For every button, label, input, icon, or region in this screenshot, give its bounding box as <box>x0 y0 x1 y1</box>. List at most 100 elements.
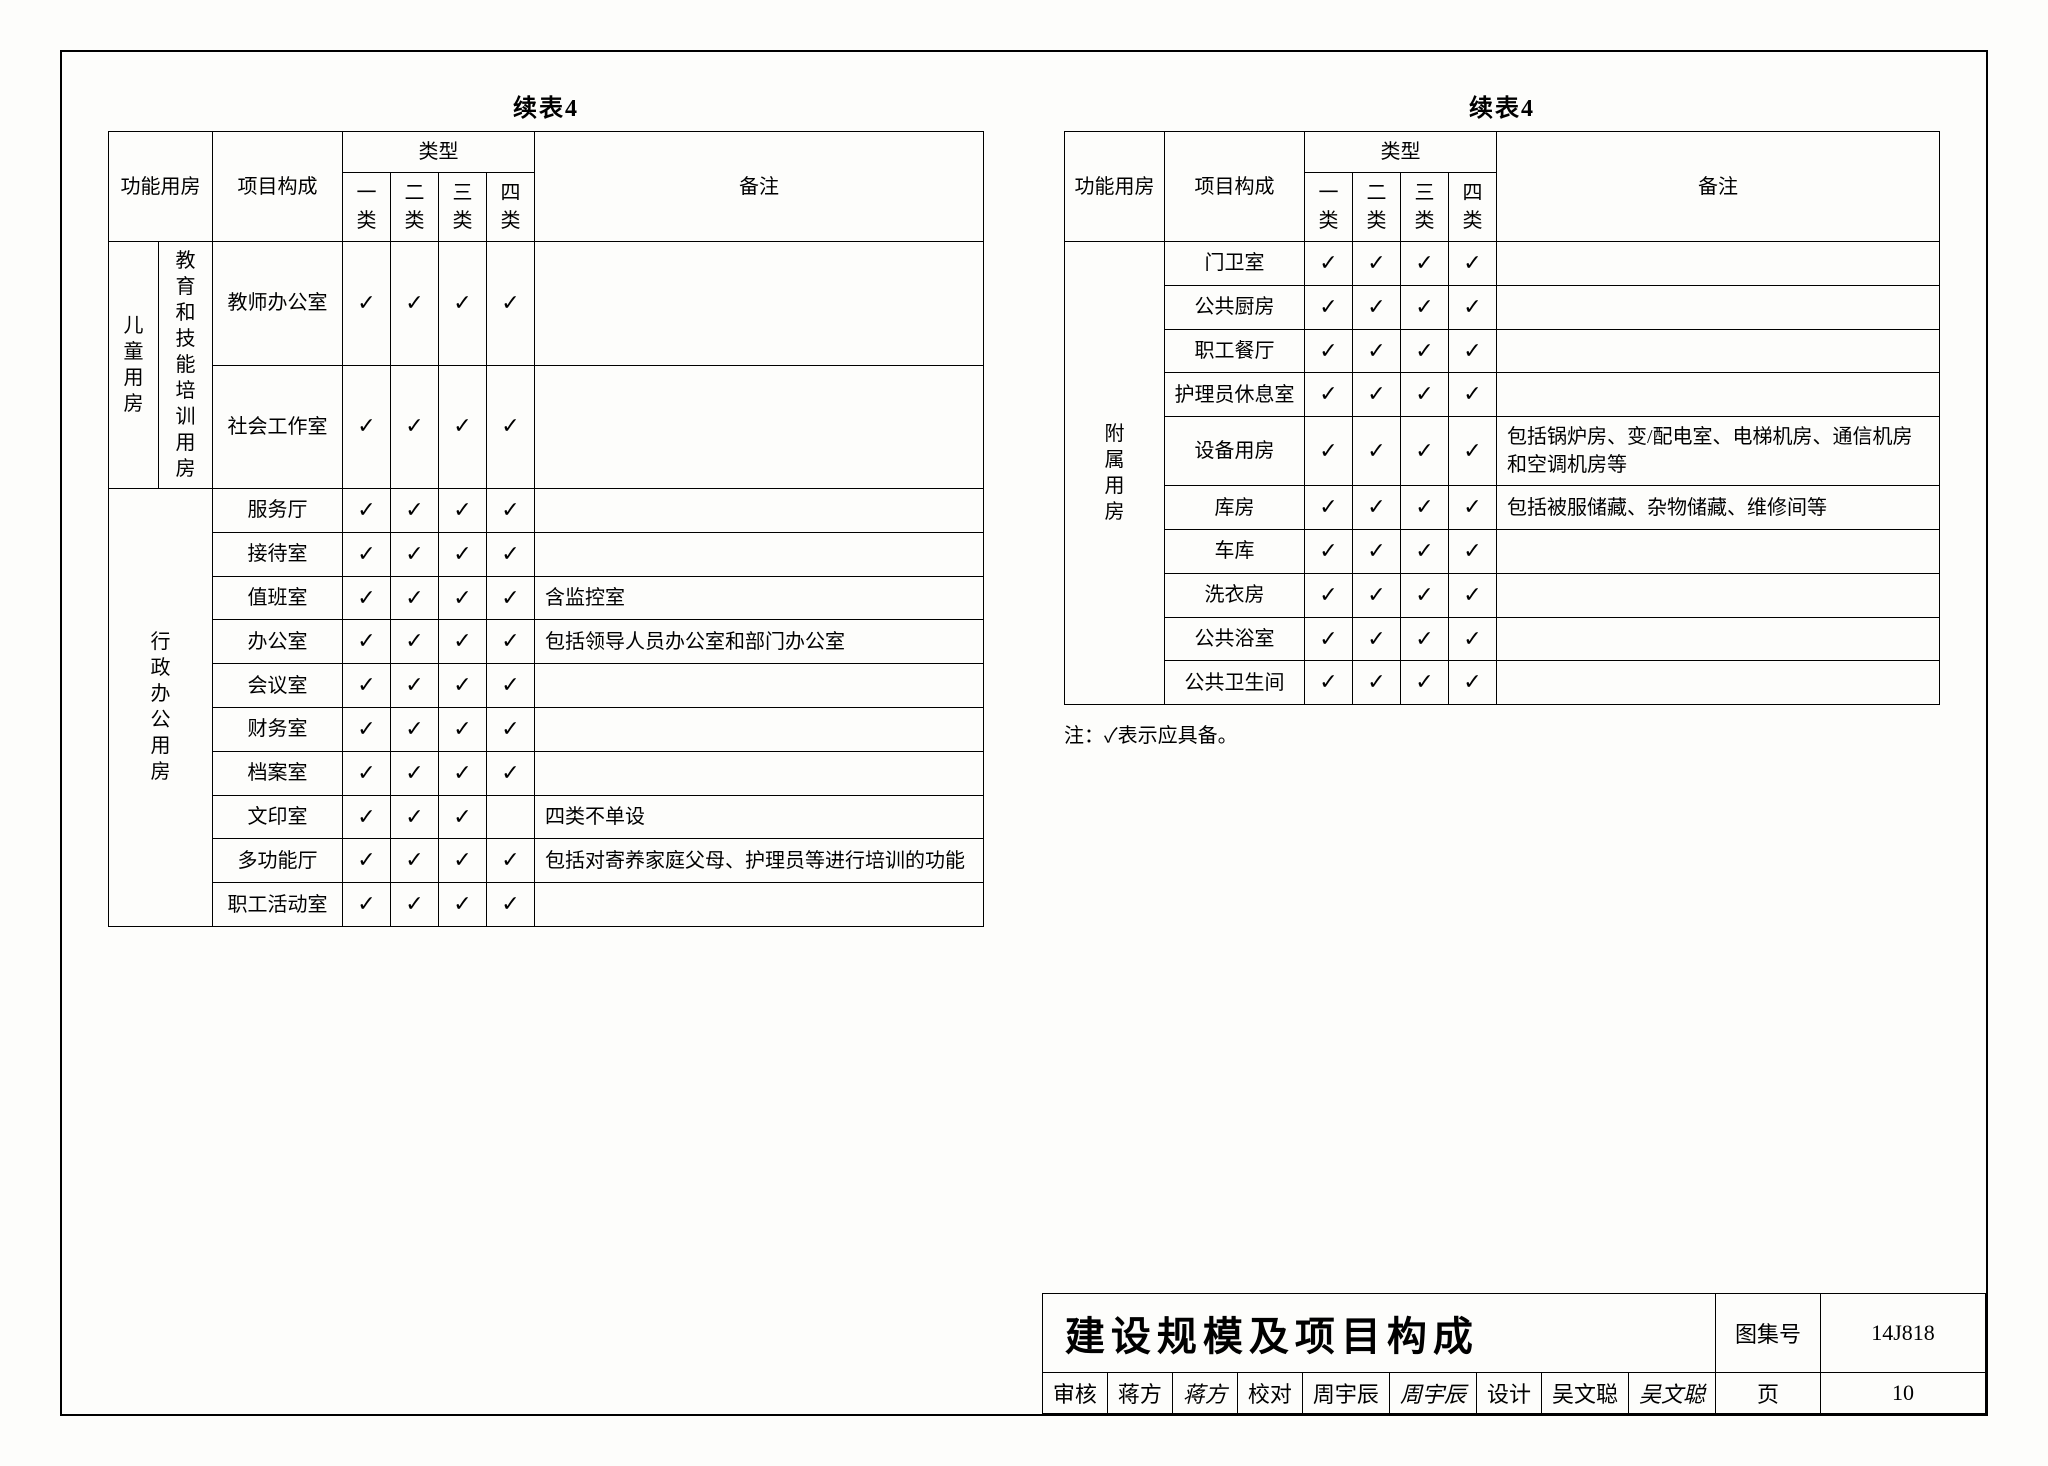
check-cell: ✓ <box>487 620 535 664</box>
check-cell: ✓ <box>1401 617 1449 661</box>
review-name2: 蒋方 <box>1107 1373 1172 1414</box>
remark-cell <box>535 751 984 795</box>
check-cell: ✓ <box>1305 573 1353 617</box>
right-table: 功能用房 项目构成 类型 备注 一类 二类 三类 四类 附属用房门卫室✓✓✓✓公… <box>1064 131 1940 705</box>
table-row: 职工餐厅✓✓✓✓ <box>1065 329 1940 373</box>
remark-cell <box>535 365 984 489</box>
table-row: 文印室✓✓✓四类不单设 <box>109 795 984 839</box>
table-row: 儿童用房教育和技能培训用房教师办公室✓✓✓✓ <box>109 242 984 366</box>
check-cell: ✓ <box>343 883 391 927</box>
drawing-title-dup: 建设规模及项目构成 <box>1042 1294 1715 1373</box>
th-item-r: 项目构成 <box>1165 132 1305 242</box>
footnote: 注：✓表示应具备。 <box>1064 719 1940 748</box>
th-func-r: 功能用房 <box>1065 132 1165 242</box>
table-row: 档案室✓✓✓✓ <box>109 751 984 795</box>
check-cell: ✓ <box>1449 661 1497 705</box>
left-table-head: 功能用房 项目构成 类型 备注 一类 二类 三类 四类 <box>109 132 984 242</box>
item-cell: 公共厨房 <box>1165 285 1305 329</box>
check-cell: ✓ <box>439 489 487 533</box>
left-table-caption: 续表4 <box>108 88 984 123</box>
check-cell: ✓ <box>391 883 439 927</box>
item-cell: 职工餐厅 <box>1165 329 1305 373</box>
check-cell: ✓ <box>487 664 535 708</box>
table-row: 设备用房✓✓✓✓包括锅炉房、变/配电室、电梯机房、通信机房和空调机房等 <box>1065 417 1940 486</box>
table-row: 接待室✓✓✓✓ <box>109 532 984 576</box>
review-sig2: 蒋方 <box>1172 1373 1237 1414</box>
check-cell: ✓ <box>487 883 535 927</box>
check-cell: ✓ <box>1305 486 1353 530</box>
check-cell: ✓ <box>391 489 439 533</box>
two-column-layout: 续表4 功能用房 项目构成 类型 备注 <box>108 88 1940 927</box>
item-cell: 档案室 <box>213 751 343 795</box>
left-column: 续表4 功能用房 项目构成 类型 备注 <box>108 88 984 927</box>
item-cell: 文印室 <box>213 795 343 839</box>
check-cell: ✓ <box>343 242 391 366</box>
table-row: 公共卫生间✓✓✓✓ <box>1065 661 1940 705</box>
check-cell: ✓ <box>1401 486 1449 530</box>
group-cell-admin: 行政办公用房 <box>109 489 213 927</box>
left-table-body: 儿童用房教育和技能培训用房教师办公室✓✓✓✓社会工作室✓✓✓✓行政办公用房服务厅… <box>109 242 984 927</box>
check-cell: ✓ <box>343 751 391 795</box>
remark-cell <box>535 532 984 576</box>
check-cell: ✓ <box>1401 242 1449 286</box>
check-cell: ✓ <box>343 489 391 533</box>
check-cell: ✓ <box>1449 285 1497 329</box>
check-cell: ✓ <box>1449 329 1497 373</box>
remark-cell <box>535 664 984 708</box>
atlas-label-dup: 图集号 <box>1716 1294 1821 1373</box>
remark-cell <box>1497 373 1940 417</box>
check-cell: ✓ <box>439 883 487 927</box>
check-cell: ✓ <box>1401 373 1449 417</box>
remark-cell <box>1497 242 1940 286</box>
check-cell: ✓ <box>1305 285 1353 329</box>
remark-cell: 包括领导人员办公室和部门办公室 <box>535 620 984 664</box>
check-cell: ✓ <box>1401 529 1449 573</box>
check-cell: ✓ <box>1401 285 1449 329</box>
check-cell: ✓ <box>391 365 439 489</box>
remark-cell <box>535 707 984 751</box>
page-label2: 页 <box>1716 1373 1821 1414</box>
design-name: 吴文聪 <box>1541 1373 1628 1414</box>
left-table: 功能用房 项目构成 类型 备注 一类 二类 三类 四类 儿童用房教育和技能培训用… <box>108 131 984 927</box>
item-cell: 教师办公室 <box>213 242 343 366</box>
check-cell: ✓ <box>439 707 487 751</box>
table-row: 库房✓✓✓✓包括被服储藏、杂物储藏、维修间等 <box>1065 486 1940 530</box>
check-cell: ✓ <box>1305 242 1353 286</box>
check-cell: ✓ <box>1353 661 1401 705</box>
check-cell: ✓ <box>391 532 439 576</box>
remark-cell <box>1497 661 1940 705</box>
check-cell: ✓ <box>1353 529 1401 573</box>
table-row: 车库✓✓✓✓ <box>1065 529 1940 573</box>
check-cell: ✓ <box>343 532 391 576</box>
check-sig2: 周宇辰 <box>1389 1373 1476 1414</box>
item-cell: 办公室 <box>213 620 343 664</box>
check-cell: ✓ <box>343 707 391 751</box>
drawing-frame: 续表4 功能用房 项目构成 类型 备注 <box>60 50 1988 1416</box>
check-cell: ✓ <box>1449 373 1497 417</box>
remark-cell: 四类不单设 <box>535 795 984 839</box>
right-table-caption: 续表4 <box>1064 88 1940 123</box>
check-cell: ✓ <box>487 365 535 489</box>
check-cell: ✓ <box>1449 242 1497 286</box>
check-cell: ✓ <box>1401 417 1449 486</box>
remark-cell: 含监控室 <box>535 576 984 620</box>
check-cell: ✓ <box>391 664 439 708</box>
check-cell: ✓ <box>1305 661 1353 705</box>
check-cell: ✓ <box>391 795 439 839</box>
item-cell: 护理员休息室 <box>1165 373 1305 417</box>
check-cell: ✓ <box>1353 373 1401 417</box>
th-t1-r: 一类 <box>1305 173 1353 242</box>
check-cell: ✓ <box>439 532 487 576</box>
check-cell: ✓ <box>1353 417 1401 486</box>
check-cell: ✓ <box>487 532 535 576</box>
check-cell: ✓ <box>1353 573 1401 617</box>
check-cell: ✓ <box>1401 573 1449 617</box>
atlas-number-dup: 14J818 <box>1821 1294 1986 1373</box>
th-t4: 四类 <box>487 173 535 242</box>
th-t2-r: 二类 <box>1353 173 1401 242</box>
check-cell: ✓ <box>1449 529 1497 573</box>
group-cell-aux: 附属用房 <box>1065 242 1165 705</box>
item-cell: 财务室 <box>213 707 343 751</box>
item-cell: 会议室 <box>213 664 343 708</box>
page-number2: 10 <box>1821 1373 1986 1414</box>
